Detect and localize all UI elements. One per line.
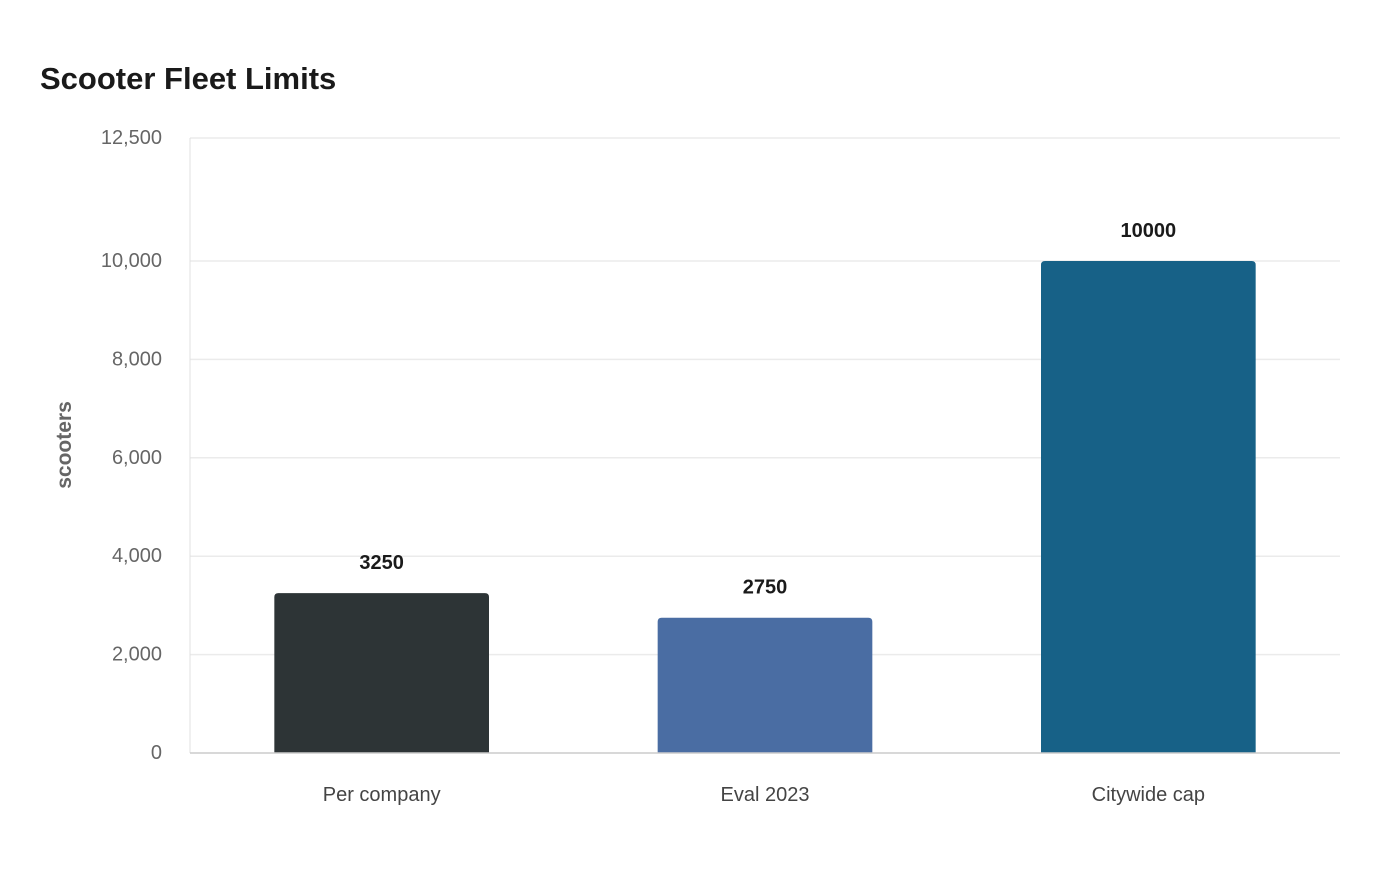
y-tick-label: 2,000	[112, 644, 162, 666]
chart-title: Scooter Fleet Limits	[40, 61, 337, 96]
y-tick-labels: 0 2,000 4,000 6,000 8,000 10,000 12,500	[101, 127, 162, 764]
bars	[274, 261, 1256, 753]
data-label: 2750	[743, 577, 788, 599]
data-label: 3250	[359, 552, 404, 574]
bar	[1041, 261, 1256, 753]
x-tick-label: Eval 2023	[721, 784, 810, 806]
x-tick-label: Per company	[323, 784, 441, 806]
x-tick-label: Citywide cap	[1092, 784, 1205, 806]
bar	[657, 617, 873, 753]
data-labels: 3250 2750 10000	[359, 220, 1176, 599]
y-axis-title: scooters	[53, 401, 76, 489]
y-tick-label: 0	[151, 742, 162, 764]
y-tick-label: 6,000	[112, 447, 162, 469]
data-label: 10000	[1121, 220, 1177, 242]
y-tick-label: 8,000	[112, 348, 162, 370]
y-tick-label: 12,500	[101, 127, 162, 149]
y-tick-label: 4,000	[112, 545, 162, 567]
bar	[274, 593, 489, 753]
y-tick-label: 10,000	[101, 250, 162, 272]
x-tick-labels: Per company Eval 2023 Citywide cap	[323, 784, 1205, 806]
